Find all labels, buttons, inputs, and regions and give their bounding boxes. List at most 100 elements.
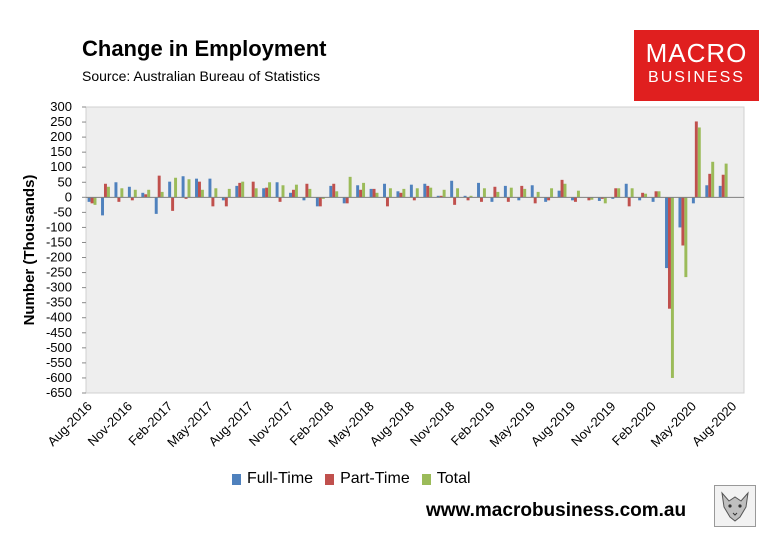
bar-total [133,189,137,198]
bar-total [482,188,486,198]
bar-part-time [614,188,618,198]
y-tick-label: 150 [50,144,72,159]
bar-part-time [184,197,188,199]
bar-full-time [369,188,373,198]
bar-total [308,188,312,198]
bar-total [697,127,701,198]
bar-full-time [275,182,279,198]
y-tick-label: 250 [50,114,72,129]
bar-part-time [439,195,443,198]
bar-total [617,188,621,198]
bar-part-time [520,185,524,198]
bar-full-time [262,188,266,198]
y-tick-label: -300 [46,280,72,295]
bar-full-time [665,197,668,269]
bar-full-time [544,197,548,202]
bar-part-time [251,181,255,198]
website-url[interactable]: www.macrobusiness.com.au [426,500,687,521]
bar-total [724,163,728,198]
bar-total [509,187,513,198]
legend-swatch-full-time [232,473,241,485]
bar-full-time [356,185,360,198]
bar-total [657,191,661,198]
logo-line2: BUSINESS [648,69,745,86]
bar-part-time [197,181,201,198]
y-tick-label: -250 [46,265,72,280]
bar-full-time [718,185,722,198]
bar-total [348,176,352,198]
bar-total [321,197,325,199]
y-tick-label: -550 [46,355,72,370]
bar-full-time [235,185,239,198]
bar-total [429,187,433,198]
bar-total [93,197,97,205]
bar-part-time [238,182,242,198]
legend-swatch-part-time [325,473,335,485]
bar-part-time [721,174,725,198]
legend-item-full-time: Full-Time [232,470,313,488]
bar-part-time [560,179,564,198]
plot-area [85,106,745,394]
bar-full-time [114,182,118,198]
y-axis-title: Number (Thousands) [21,175,38,326]
y-tick-label: 0 [65,189,72,204]
bar-part-time [399,192,403,198]
bar-full-time [208,178,212,198]
x-tick-label: Nov-2019 [568,399,618,449]
y-tick-label: -600 [46,370,72,385]
bar-part-time [265,187,269,198]
bar-full-time [571,197,574,201]
y-tick-label: -100 [46,219,72,234]
bar-full-time [195,178,198,198]
bar-total [456,188,460,198]
bar-part-time [627,197,631,207]
bar-part-time [667,197,671,309]
bar-part-time [90,197,94,204]
bar-part-time [506,197,510,202]
bar-full-time [423,183,427,198]
bar-total [281,185,285,198]
bar-part-time [211,197,215,207]
bar-part-time [372,188,376,198]
x-tick-label: Nov-2016 [85,399,135,449]
legend-label-total: Total [436,470,471,487]
bar-part-time [654,191,658,198]
bar-full-time [490,197,494,202]
bar-total [590,197,594,200]
bar-total [241,181,245,198]
bar-total [415,188,419,198]
bar-total [294,184,298,198]
bar-total [711,161,715,198]
bar-full-time [329,185,333,198]
bar-part-time [345,197,349,204]
bar-full-time [450,180,454,198]
bar-part-time [332,183,336,198]
bar-total [106,186,110,198]
bar-total [469,195,473,198]
bar-part-time [224,197,228,207]
bar-total [120,188,124,198]
wolf-logo-icon [714,485,756,527]
bar-total [670,197,674,378]
bar-part-time [412,197,416,201]
bar-full-time [691,197,695,204]
bar-part-time [359,189,363,198]
bar-part-time [117,197,121,202]
bar-full-time [651,197,655,202]
bar-full-time [436,195,440,198]
bar-part-time [171,197,175,211]
bar-total [227,188,231,198]
bar-total [550,188,554,198]
bar-full-time [409,184,413,198]
bar-full-time [705,185,709,198]
bar-part-time [157,175,161,198]
y-tick-label: -450 [46,325,72,340]
bar-full-time [597,197,601,201]
bar-full-time [168,181,172,198]
bar-total [174,177,178,198]
x-tick-label: Nov-2018 [407,399,457,449]
bar-full-time [517,197,521,201]
y-tick-label: 300 [50,99,72,114]
chart-source: Source: Australian Bureau of Statistics [82,68,321,84]
macro-business-logo[interactable]: MACRO BUSINESS [634,30,759,101]
